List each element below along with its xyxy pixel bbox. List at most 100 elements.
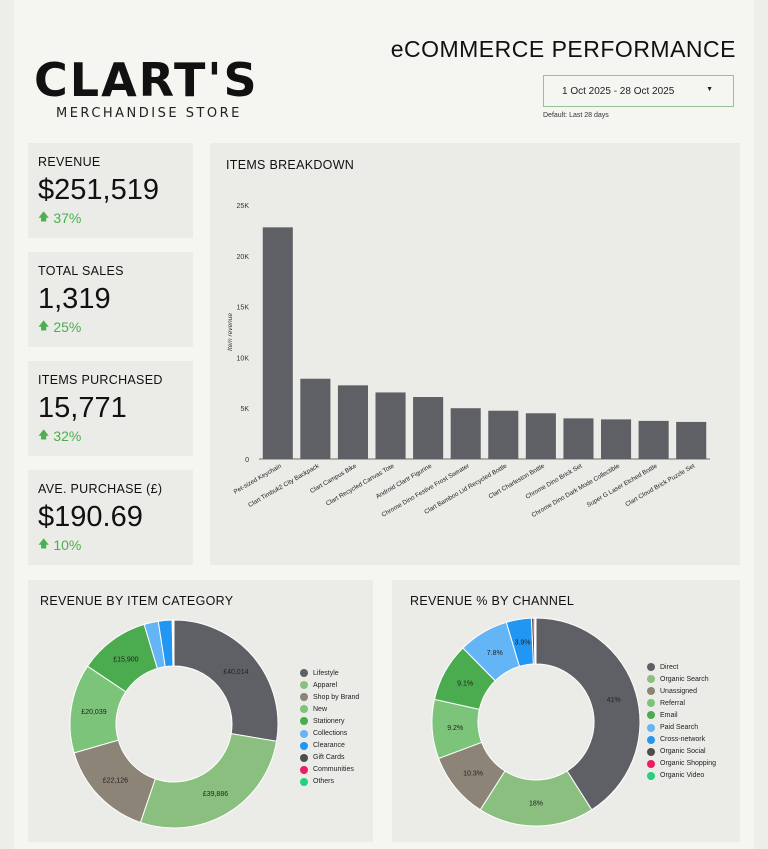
legend-swatch	[647, 687, 655, 696]
legend-item: New	[300, 703, 359, 715]
kpi-delta-value: 25%	[53, 318, 82, 335]
slice-label: 41%	[607, 697, 621, 704]
legend-item: Email	[647, 709, 716, 721]
donut-slice	[173, 619, 279, 742]
chart-title: ITEMS BREAKDOWN	[226, 158, 355, 172]
legend-label: Stationery	[313, 717, 345, 725]
kpi-delta: 🡅 25%	[38, 317, 193, 336]
legend-swatch	[300, 741, 308, 750]
donut-slice	[534, 617, 537, 665]
legend-item: Paid Search	[647, 721, 716, 733]
legend-swatch	[300, 705, 308, 714]
revenue-by-category-card: REVENUE BY ITEM CATEGORY £40,014 £39,886 £…	[28, 580, 373, 842]
report-title: eCOMMERCE PERFORMANCE	[390, 36, 736, 62]
legend-item: Organic Social	[647, 746, 716, 758]
bar	[601, 419, 632, 459]
slice-label: 18%	[529, 801, 543, 808]
logo-wordmark: CLART'S	[34, 53, 259, 107]
y-tick-label: 5K	[240, 406, 249, 413]
legend-label: Collections	[313, 730, 348, 738]
revenue-by-channel-chart: 41% 18% 10.3% 9.2% 9.1% 7.8% 3.9%	[431, 617, 641, 827]
kpi-delta-value: 10%	[53, 536, 82, 553]
x-tick-label: Clart Cloud Brick Puzzle Set	[624, 463, 696, 509]
channel-legend: Direct Organic Search Unassigned Referral Em…	[647, 661, 716, 782]
legend-item: Others	[300, 776, 359, 788]
bar	[375, 392, 406, 459]
slice-label: £22,126	[103, 777, 128, 784]
legend-swatch	[300, 693, 308, 702]
legend-item: Organic Search	[647, 673, 716, 685]
arrow-up-icon: 🡅	[38, 429, 50, 441]
legend-item: Apparel	[300, 679, 359, 691]
legend-swatch	[647, 735, 655, 744]
legend-item: Organic Shopping	[647, 758, 716, 770]
slice-label: £15,900	[113, 656, 138, 663]
bar	[638, 420, 669, 459]
slice-label: 10.3%	[463, 771, 483, 778]
store-logo: CLART'S MERCHANDISE STORE	[34, 56, 274, 121]
y-tick-label: 10K	[237, 355, 250, 362]
legend-swatch	[647, 771, 655, 780]
y-tick-label: 15K	[237, 305, 250, 312]
legend-item: Stationery	[300, 715, 359, 727]
bar	[450, 408, 481, 459]
arrow-up-icon: 🡅	[38, 211, 50, 223]
kpi-value: $190.69	[38, 501, 143, 533]
legend-label: Gift Cards	[313, 754, 345, 762]
legend-label: Unassigned	[660, 687, 697, 695]
legend-swatch	[300, 681, 308, 690]
legend-label: Apparel	[313, 681, 338, 689]
legend-label: Organic Shopping	[660, 760, 717, 768]
legend-label: Organic Video	[660, 772, 705, 780]
legend-swatch	[300, 669, 308, 678]
slice-label: 9.1%	[457, 680, 473, 687]
dashboard-page: CLART'S MERCHANDISE STORE eCOMMERCE PERF…	[14, 0, 754, 849]
legend-item: Clearance	[300, 740, 359, 752]
kpi-label: AVE. PURCHASE (£)	[38, 482, 163, 496]
legend-swatch	[300, 729, 308, 738]
date-range-picker[interactable]: 1 Oct 2025 - 28 Oct 2025 ▼	[543, 75, 734, 107]
y-tick-label: 0	[245, 457, 249, 464]
x-tick-label: Super G Laser Etched Bottle	[586, 462, 659, 508]
legend-label: Paid Search	[660, 724, 699, 732]
kpi-label: TOTAL SALES	[38, 264, 124, 278]
legend-label: Direct	[660, 663, 679, 671]
kpi-card-total-sales: TOTAL SALES 1,319 🡅 25%	[28, 252, 193, 347]
legend-label: Organic Social	[660, 748, 706, 756]
caret-down-icon: ▼	[706, 86, 713, 93]
date-range-note: Default: Last 28 days	[543, 112, 609, 119]
legend-label: Lifestyle	[313, 669, 339, 677]
legend-swatch	[647, 711, 655, 720]
legend-item: Cross-network	[647, 734, 716, 746]
logo-subtitle: MERCHANDISE STORE	[56, 106, 242, 121]
chart-title: REVENUE BY ITEM CATEGORY	[40, 594, 234, 608]
kpi-delta: 🡅 10%	[38, 535, 193, 554]
category-legend: Lifestyle Apparel Shop by Brand New Statione…	[300, 667, 359, 788]
slice-label: £20,039	[81, 709, 106, 716]
bar	[525, 413, 556, 459]
bar	[413, 397, 444, 459]
arrow-up-icon: 🡅	[38, 320, 50, 332]
legend-item: Unassigned	[647, 685, 716, 697]
legend-swatch	[300, 717, 308, 726]
kpi-card-average-purchase: AVE. PURCHASE (£) $190.69 🡅 10%	[28, 470, 193, 565]
legend-label: Referral	[660, 699, 685, 707]
y-tick-label: 20K	[237, 254, 250, 261]
items-breakdown-card: ITEMS BREAKDOWN 0 5K 10K 15K 20K 25K Item reve…	[210, 143, 740, 565]
legend-swatch	[647, 699, 655, 708]
x-tick-label: Clart Timbuk2 City Backpack	[247, 462, 321, 509]
y-axis-label: Item revenue	[227, 313, 234, 351]
legend-item: Communities	[300, 764, 359, 776]
kpi-label: REVENUE	[38, 155, 101, 169]
legend-item: Gift Cards	[300, 752, 359, 764]
legend-label: Shop by Brand	[313, 693, 360, 701]
legend-item: Shop by Brand	[300, 691, 359, 703]
slice-label: 9.2%	[447, 725, 463, 732]
bar	[262, 227, 293, 459]
legend-swatch	[300, 777, 308, 786]
slice-label: £40,014	[223, 669, 248, 676]
slice-label: £39,886	[203, 791, 228, 798]
bar	[337, 385, 368, 459]
legend-label: Email	[660, 711, 678, 719]
